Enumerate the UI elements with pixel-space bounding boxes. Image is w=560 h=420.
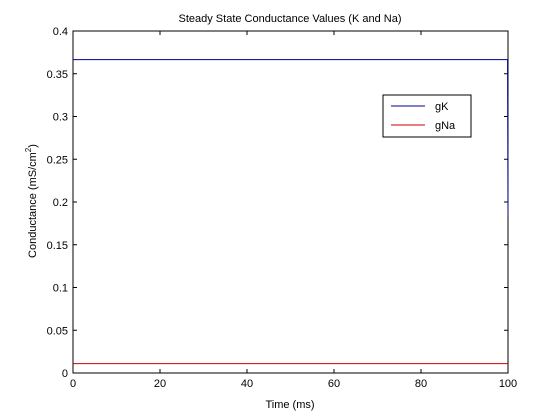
legend-label-gNa: gNa [435, 120, 456, 132]
y-axis-label-end: ) [27, 144, 39, 148]
y-tick-label: 0.1 [53, 283, 68, 295]
y-tick-label: 0.4 [53, 26, 68, 38]
plot-area: 0 20 40 60 80 100 0 0.05 0.1 0.15 0.2 0.25 0.3 0.35 0.… [47, 26, 518, 390]
x-tick-label: 80 [415, 378, 427, 390]
y-tick-label: 0.25 [47, 154, 68, 166]
x-axis-label: Time (ms) [265, 399, 314, 411]
y-tick-label: 0.15 [47, 240, 68, 252]
x-tick-label: 60 [328, 378, 340, 390]
y-tick-label: 0.2 [53, 197, 68, 209]
legend: gK gNa [383, 95, 471, 137]
y-axis-label: Conductance (mS/cm2) [24, 144, 39, 258]
x-tick-label: 100 [499, 378, 517, 390]
y-tick-label: 0.35 [47, 69, 68, 81]
y-tick-label: 0.05 [47, 325, 68, 337]
x-tick-label: 20 [154, 378, 166, 390]
y-axis-label-main: Conductance (mS/cm [27, 152, 39, 258]
x-tick-label: 40 [241, 378, 253, 390]
legend-label-gK: gK [435, 101, 449, 113]
axes-box [73, 31, 508, 373]
x-tick-label: 0 [70, 378, 76, 390]
y-tick-label: 0.3 [53, 112, 68, 124]
y-tick-label: 0 [62, 368, 68, 380]
legend-box [383, 95, 471, 137]
chart-title: Steady State Conductance Values (K and N… [179, 13, 402, 25]
